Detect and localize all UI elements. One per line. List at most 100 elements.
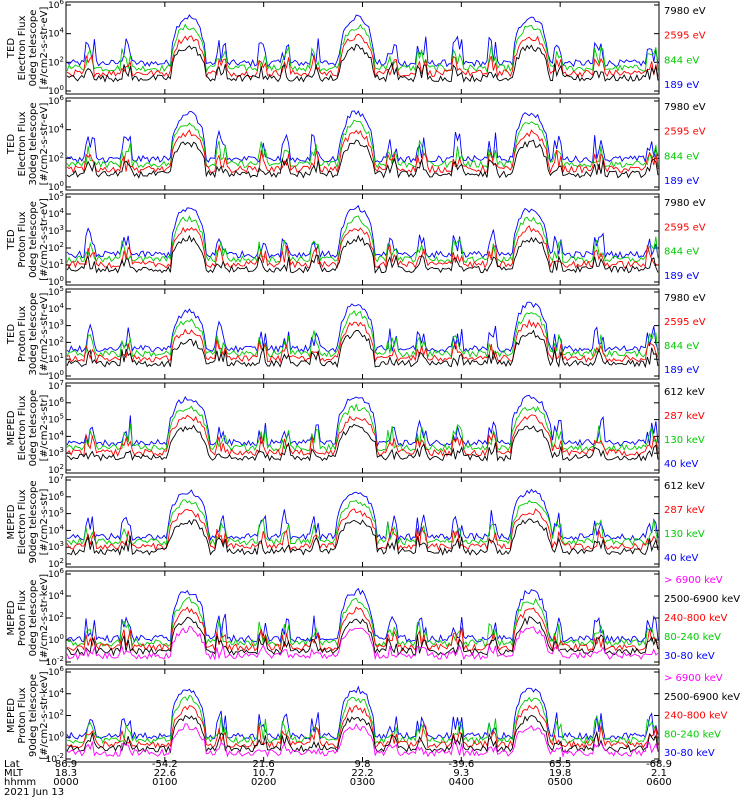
x-tick-label: 10.7 [253,768,275,779]
y-tick-label: 106 [48,396,64,409]
legend-entry: 7980 eV [664,102,706,113]
y-tick-label: 106 [48,0,64,11]
y-axis-label: MEPEDElectron Flux0deg telescope[#/cm2-s… [6,390,50,467]
legend-entry: 844 eV [664,151,699,162]
y-tick-label: 104 [48,523,64,536]
series-trace [66,403,659,452]
series-trace [66,694,659,745]
legend-entry: 844 eV [664,55,699,66]
legend-entry: 80-240 keV [664,729,721,740]
y-axis-label: MEPEDProton Flux90deg telescope[#/cm2-s-… [6,671,50,759]
legend-entry: 2500-6900 keV [664,692,740,703]
series-trace [66,714,659,754]
y-tick-label: 103 [48,319,64,332]
series-trace [66,685,659,741]
axis-row-label: hhmm [4,777,36,788]
legend-entry: 2595 eV [664,317,706,328]
legend-entry: 287 keV [664,411,705,422]
legend-entry: > 6900 keV [664,673,723,684]
legend-entry: 7980 eV [664,6,706,17]
y-tick-label: 106 [48,665,64,678]
legend-entry: 189 eV [664,80,699,91]
legend-entry: 80-240 keV [664,632,721,643]
x-tick-label: 0100 [152,777,177,788]
y-tick-label: 104 [48,302,64,315]
y-tick-label: 106 [48,490,64,503]
legend-entry: 612 keV [664,387,705,398]
y-tick-label: 102 [48,151,64,164]
legend-entry: 844 eV [664,247,699,258]
legend-entry: 240-800 keV [664,613,728,624]
x-tick-label: 19.8 [549,768,571,779]
series-trace [66,587,659,644]
series-trace [66,129,659,174]
y-tick-label: 102 [48,557,64,570]
x-tick-label: 9.3 [453,768,469,779]
y-tick-label: 102 [48,335,64,348]
legend-entry: 2595 eV [664,222,706,233]
legend-entry: 30-80 keV [664,748,715,759]
y-tick-label: 106 [48,94,64,107]
y-tick-label: 102 [48,611,64,624]
y-tick-label: 104 [48,589,64,602]
series-trace [66,499,659,547]
y-axis-label: TEDElectron Flux30deg telescope[#/cm2-s-… [6,102,50,185]
axis-row-label: MLT [4,768,24,779]
legend-entry: 189 eV [664,176,699,187]
legend-entry: 30-80 keV [664,651,715,662]
series-trace [66,139,659,179]
y-tick-label: 104 [48,687,64,700]
x-tick-label: 21.6 [253,759,275,770]
legend-entry: 130 keV [664,529,705,540]
y-axis-label: MEPEDProton Flux0deg telescope[#/cm2-s-s… [6,574,50,662]
y-tick-label: 101 [48,352,64,365]
y-tick-label: 100 [48,84,64,97]
legend-entry: 130 keV [664,435,705,446]
legend-entry: 240-800 keV [664,711,728,722]
series-trace [66,508,659,552]
x-tick-label: 0400 [449,777,474,788]
series-trace [66,606,659,652]
series-trace [67,488,659,542]
series-trace [66,225,659,270]
y-axis-label: MEPEDElectron Flux90deg telescope[#/cm2-… [6,480,50,563]
x-tick-label: 22.2 [351,768,373,779]
series-trace [66,625,659,661]
y-tick-label: 104 [48,429,64,442]
y-tick-label: 103 [48,446,64,459]
y-tick-label: 100 [48,180,64,193]
series-trace [66,704,659,749]
y-tick-label: 104 [48,123,64,136]
y-tick-label: 100 [48,633,64,646]
y-tick-label: 106 [48,567,64,580]
legend-entry: 189 eV [664,271,699,282]
series-trace [66,23,659,74]
x-tick-label: -54.2 [152,759,178,770]
series-trace [66,318,659,364]
series-trace [66,215,659,264]
legend-entry: 612 keV [664,481,705,492]
y-tick-label: 107 [48,473,64,486]
y-tick-label: 10-2 [46,655,64,668]
series-trace [66,597,659,648]
x-tick-label: 0500 [547,777,572,788]
y-tick-label: 100 [48,369,64,382]
legend-entry: 189 eV [664,365,699,376]
series-trace [66,33,659,78]
x-tick-label: -68.9 [646,759,672,770]
x-tick-label: 2.1 [651,768,667,779]
legend-entry: 2500-6900 keV [664,594,740,605]
y-tick-label: 10-2 [46,752,64,765]
legend-entry: 844 eV [664,341,699,352]
x-tick-label: 0000 [53,777,78,788]
series-trace [66,110,659,164]
y-tick-label: 104 [48,27,64,40]
y-tick-label: 102 [48,463,64,476]
y-tick-label: 105 [48,413,64,426]
y-tick-label: 107 [48,379,64,392]
